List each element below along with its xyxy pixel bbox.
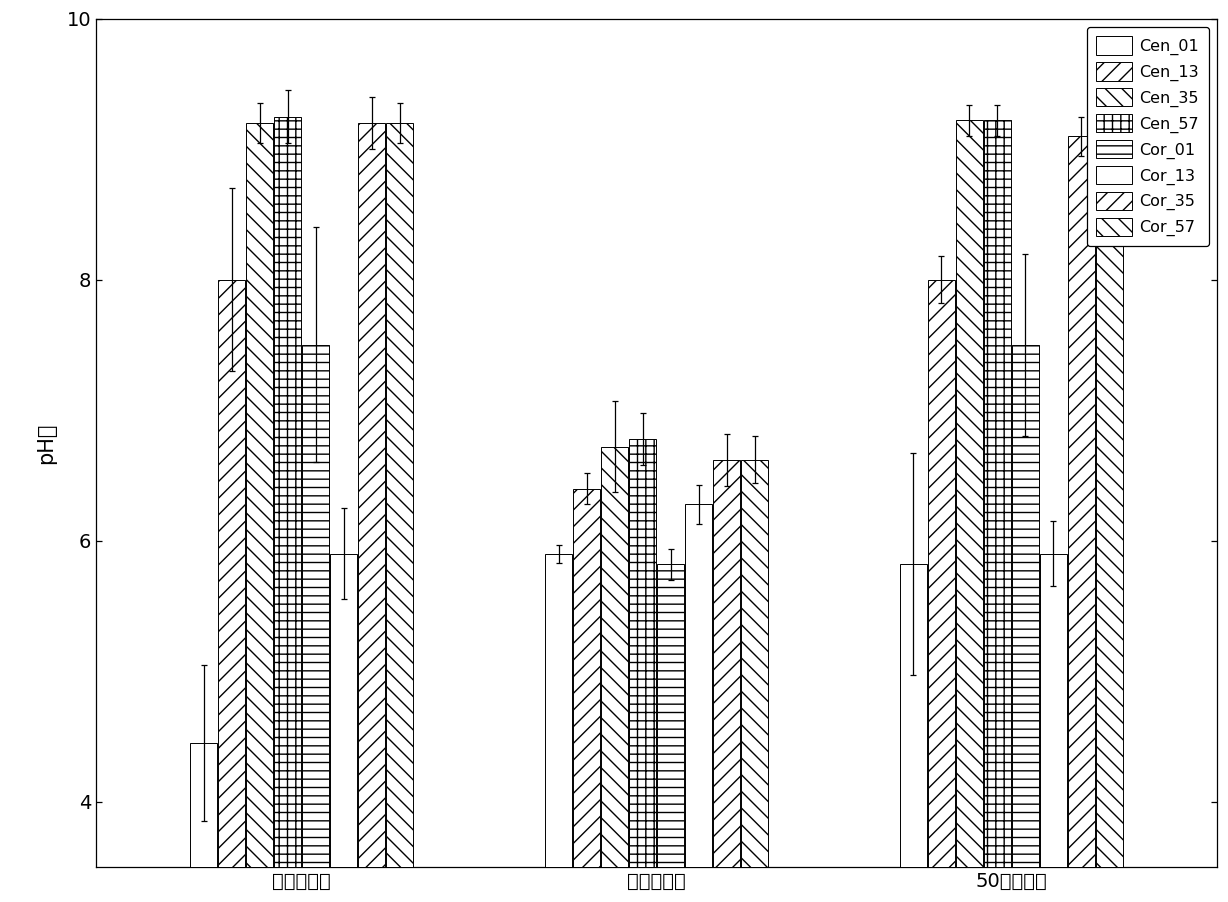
- Legend: Cen_01, Cen_13, Cen_35, Cen_57, Cor_01, Cor_13, Cor_35, Cor_57: Cen_01, Cen_13, Cen_35, Cen_57, Cor_01, …: [1087, 26, 1208, 246]
- Bar: [1012, 345, 1039, 902]
- Bar: [984, 121, 1011, 902]
- Bar: [657, 565, 684, 902]
- Bar: [359, 123, 386, 902]
- Bar: [955, 121, 982, 902]
- Bar: [246, 123, 274, 902]
- Y-axis label: pH値: pH値: [36, 422, 55, 464]
- Bar: [1068, 136, 1095, 902]
- Bar: [274, 116, 301, 902]
- Bar: [629, 439, 656, 902]
- Bar: [685, 504, 712, 902]
- Bar: [1095, 123, 1124, 902]
- Bar: [600, 446, 629, 902]
- Bar: [1040, 554, 1067, 902]
- Bar: [573, 489, 600, 902]
- Bar: [740, 460, 769, 902]
- Bar: [545, 554, 572, 902]
- Bar: [713, 460, 740, 902]
- Bar: [330, 554, 357, 902]
- Bar: [386, 123, 414, 902]
- Bar: [928, 280, 955, 902]
- Bar: [302, 345, 329, 902]
- Bar: [219, 280, 246, 902]
- Bar: [900, 565, 927, 902]
- Bar: [190, 743, 217, 902]
